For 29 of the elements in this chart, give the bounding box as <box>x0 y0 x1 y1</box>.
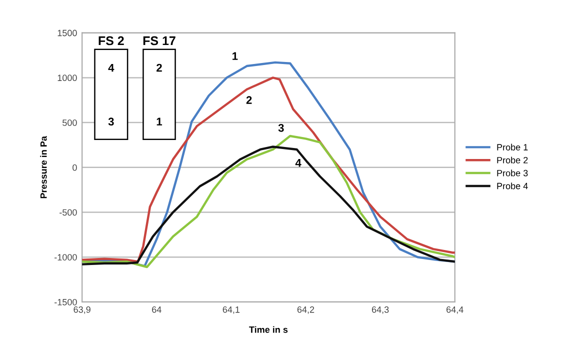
annotation: 1 <box>156 118 162 126</box>
y-tick-label: 1500 <box>58 30 77 36</box>
x-tick-label: 64 <box>152 306 162 313</box>
x-tick-label: 64,2 <box>297 306 314 314</box>
x-tick-label: 63,9 <box>74 306 90 314</box>
annotation: FS 2 <box>98 36 124 46</box>
legend-label: Probe 1 <box>497 144 528 150</box>
annotation: 4 <box>295 159 302 167</box>
annotation: 2 <box>246 96 252 104</box>
x-tick-label: 64,3 <box>372 306 389 314</box>
annotation: 3 <box>108 118 114 126</box>
y-tick-label: 0 <box>72 164 77 171</box>
annotation: 1 <box>232 52 238 60</box>
x-tick-label: 64,4 <box>446 306 464 314</box>
y-tick-label: 500 <box>62 120 77 126</box>
annotation: 3 <box>278 124 284 132</box>
legend-label: Probe 3 <box>497 170 528 176</box>
annotation: 4 <box>108 64 114 72</box>
y-axis-title: Pressure in Pa <box>40 136 47 198</box>
y-tick-label: -1000 <box>54 254 77 260</box>
annotation: FS 17 <box>143 36 176 46</box>
y-tick-label: -1500 <box>54 298 77 306</box>
legend-label: Probe 4 <box>497 182 528 190</box>
x-axis-title: Time in s <box>249 326 288 333</box>
y-tick-label: 1000 <box>58 74 77 82</box>
legend-label: Probe 2 <box>497 156 528 164</box>
y-tick-label: -500 <box>60 209 77 216</box>
x-tick-label: 64,1 <box>222 306 240 314</box>
annotation: 2 <box>156 64 162 72</box>
